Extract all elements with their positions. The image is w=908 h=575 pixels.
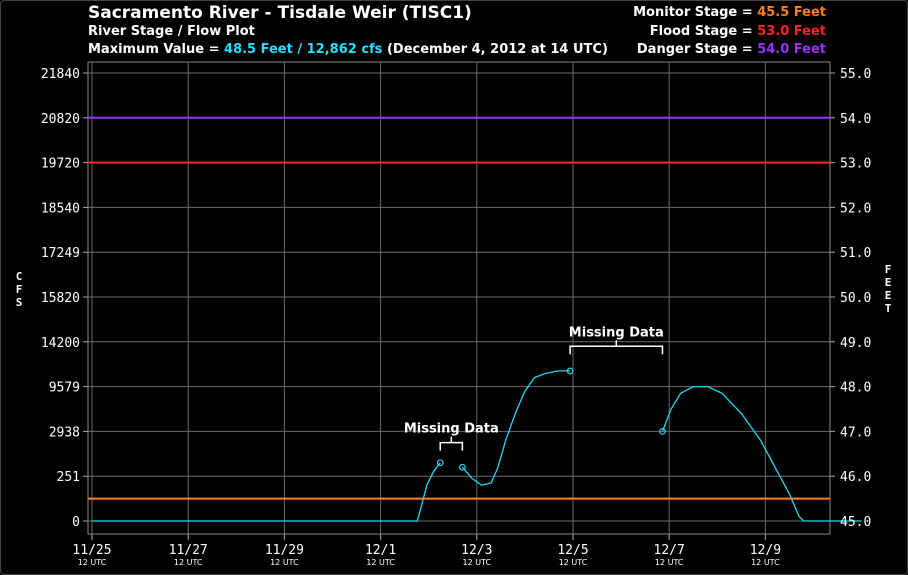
y-tick-label-right: 47.0 [840, 425, 871, 440]
stage-legend: Monitor Stage = 45.5 Feet Flood Stage = … [633, 4, 826, 60]
y-tick-label-right: 52.0 [840, 201, 871, 216]
y-tick-label-right: 55.0 [840, 67, 871, 82]
x-tick-label: 11/25 [72, 543, 111, 558]
y-tick-label-left: 15820 [41, 291, 80, 306]
y-tick-label-right: 46.0 [840, 470, 871, 485]
max-value-line: Maximum Value = 48.5 Feet / 12,862 cfs (… [88, 42, 608, 57]
x-tick-sublabel: 12 UTC [463, 558, 492, 567]
x-tick-label: 12/5 [557, 543, 588, 558]
missing-data-label: Missing Data [569, 325, 664, 340]
missing-data-label: Missing Data [404, 422, 499, 437]
max-value: 48.5 Feet / 12,862 cfs [224, 42, 383, 57]
x-tick-label: 12/3 [461, 543, 492, 558]
y-tick-label-right: 49.0 [840, 336, 871, 351]
data-point-marker [659, 428, 666, 435]
x-tick-label: 11/29 [265, 543, 304, 558]
flood-stage-value: 53.0 Feet [757, 23, 826, 39]
x-tick-sublabel: 12 UTC [270, 558, 299, 567]
series-line-segment [461, 370, 571, 486]
monitor-stage-value: 45.5 Feet [757, 5, 826, 20]
y-tick-label-right: 54.0 [840, 112, 871, 127]
danger-stage-value: 54.0 Feet [757, 42, 826, 57]
y-tick-label-right: 48.0 [840, 381, 871, 396]
x-tick-label: 11/27 [169, 543, 208, 558]
x-tick-sublabel: 12 UTC [174, 558, 203, 567]
y-tick-label-left: 251 [57, 470, 80, 485]
danger-stage: Danger Stage = 54.0 Feet [633, 41, 826, 60]
x-tick-sublabel: 12 UTC [751, 558, 780, 567]
flood-stage: Flood Stage = 53.0 Feet [633, 23, 826, 42]
plot-background [87, 61, 831, 535]
chart-title: Sacramento River - Tisdale Weir (TISC1) [88, 3, 472, 23]
data-point-marker [566, 367, 574, 375]
tick-labels: 45.0 0 46.0 251 47.0 2938 48.0 9579 49.0 14200 50.… [41, 67, 871, 567]
missing-data-bracket [569, 340, 664, 355]
series-group [92, 367, 862, 522]
max-value-suffix: (December 4, 2012 at 14 UTC) [382, 42, 608, 57]
y-tick-label-right: 51.0 [840, 246, 871, 261]
x-tick-label: 12/9 [750, 543, 781, 558]
max-value-prefix: Maximum Value = [88, 42, 225, 57]
y-tick-label-left: 17249 [41, 246, 80, 261]
data-point-marker [436, 459, 444, 467]
y-tick-label-right: 53.0 [840, 157, 871, 172]
y-tick-label-left: 14200 [41, 336, 80, 351]
data-point-marker [458, 463, 466, 471]
y-tick-label-left: 0 [72, 515, 80, 530]
y-tick-label-left: 20820 [41, 112, 80, 127]
monitor-stage-label: Monitor Stage = [633, 5, 758, 20]
x-tick-sublabel: 12 UTC [559, 558, 588, 567]
y-tick-label-left: 9579 [49, 381, 80, 396]
y-tick-label-left: 18540 [41, 201, 80, 216]
x-tick-sublabel: 12 UTC [78, 558, 107, 567]
x-tick-label: 12/7 [654, 543, 685, 558]
danger-stage-label: Danger Stage = [636, 42, 758, 57]
series-line-segment [92, 462, 441, 522]
chart-subtitle: River Stage / Flow Plot [88, 24, 255, 39]
annotations: Missing Data Missing Data [404, 325, 664, 451]
missing-data-bracket [439, 436, 464, 451]
monitor-stage: Monitor Stage = 45.5 Feet [633, 4, 826, 23]
stage-lines [88, 116, 830, 500]
y-tick-label-left: 19720 [41, 157, 80, 172]
flood-stage-label: Flood Stage = [649, 23, 758, 39]
y-tick-label-left: 21840 [41, 67, 80, 82]
x-tick-sublabel: 12 UTC [655, 558, 684, 567]
y-tick-label-left: 2938 [49, 425, 80, 440]
y-tick-label-right: 45.0 [840, 515, 871, 530]
x-tick-sublabel: 12 UTC [366, 558, 395, 567]
y-tick-label-right: 50.0 [840, 291, 871, 306]
x-tick-label: 12/1 [365, 543, 396, 558]
series-line-segment [661, 385, 862, 522]
